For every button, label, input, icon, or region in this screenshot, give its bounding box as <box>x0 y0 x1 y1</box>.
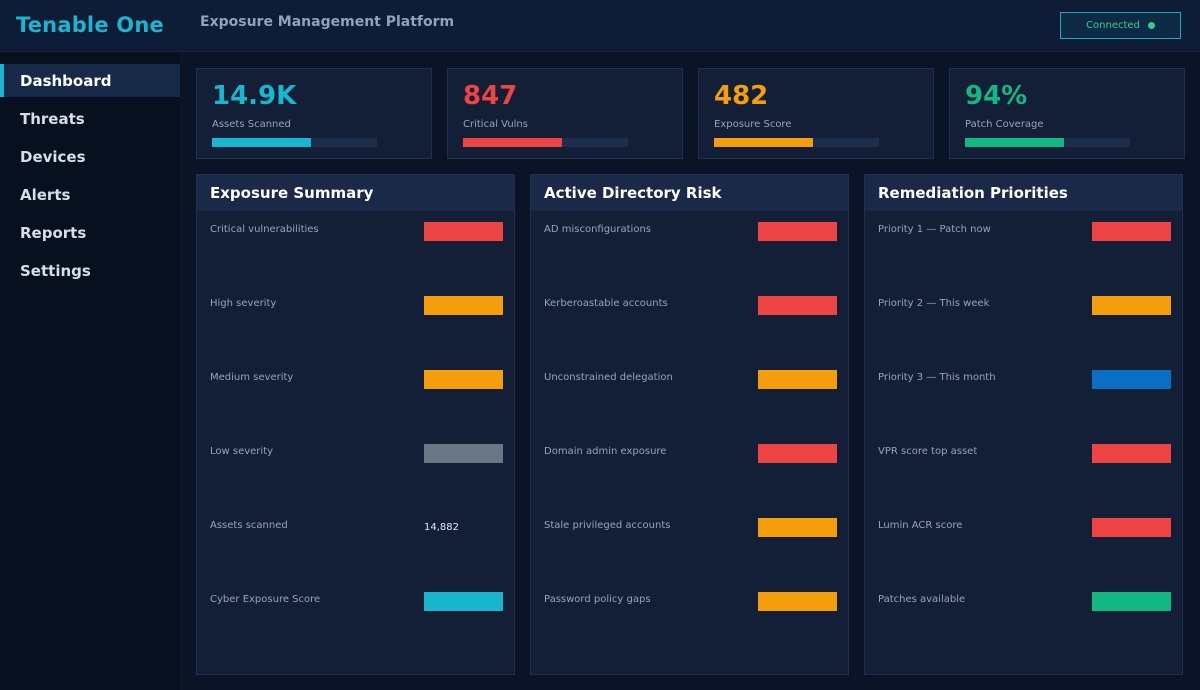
row-label: Priority 2 — This week <box>878 298 990 309</box>
row-label: AD misconfigurations <box>544 224 651 235</box>
panel-remediation-priorities: Remediation Priorities Priority 1 — Patc… <box>864 174 1183 675</box>
top-bar: Tenable One Exposure Management Platform… <box>0 0 1200 52</box>
row-label: Cyber Exposure Score <box>210 594 321 605</box>
kpi-progress-fill <box>463 138 562 147</box>
severity-bar <box>424 296 503 315</box>
row-label: Priority 3 — This month <box>878 372 996 383</box>
kpi-value: 482 <box>714 81 769 111</box>
panel-title: Remediation Priorities <box>865 175 1182 211</box>
severity-bar <box>758 444 837 463</box>
row-label: Medium severity <box>210 372 294 383</box>
platform-title: Exposure Management Platform <box>200 14 455 30</box>
summary-row-medium[interactable]: Medium severity <box>197 370 514 390</box>
row-label: Patches available <box>878 594 966 605</box>
kpi-progress-track <box>965 138 1130 147</box>
severity-bar <box>758 518 837 537</box>
kpi-card-exposure-score[interactable]: 482 Exposure Score <box>698 68 934 159</box>
row-label: Assets scanned <box>210 520 288 531</box>
panel-title: Exposure Summary <box>197 175 514 211</box>
sidebar-item-label: Dashboard <box>20 71 112 90</box>
ad-row-domain-admin[interactable]: Domain admin exposure <box>531 444 848 464</box>
kpi-progress-fill <box>714 138 813 147</box>
status-dot-icon <box>1147 22 1155 29</box>
severity-bar <box>424 592 503 611</box>
row-label: Kerberoastable accounts <box>544 298 668 309</box>
summary-row-high[interactable]: High severity <box>197 296 514 316</box>
kpi-value: 94% <box>965 81 1028 111</box>
panel-title: Active Directory Risk <box>531 175 848 211</box>
kpi-card-patch-coverage[interactable]: 94% Patch Coverage <box>949 68 1185 159</box>
sidebar-item-label: Reports <box>20 223 87 242</box>
kpi-progress-track <box>212 138 377 147</box>
row-label: VPR score top asset <box>878 446 978 457</box>
severity-bar <box>1092 592 1171 611</box>
connection-status-label: Connected <box>1086 20 1140 31</box>
priority-row-lumin[interactable]: Lumin ACR score <box>865 518 1182 538</box>
row-label: Lumin ACR score <box>878 520 963 531</box>
sidebar-item-threats[interactable]: Threats <box>0 102 180 135</box>
summary-row-ces[interactable]: Cyber Exposure Score <box>197 592 514 612</box>
kpi-card-assets-scanned[interactable]: 14.9K Assets Scanned <box>196 68 432 159</box>
summary-row-low[interactable]: Low severity <box>197 444 514 464</box>
row-label: Unconstrained delegation <box>544 372 673 383</box>
kpi-progress-track <box>463 138 628 147</box>
sidebar-item-label: Devices <box>20 147 86 166</box>
kpi-card-critical-vulns[interactable]: 847 Critical Vulns <box>447 68 683 159</box>
row-label: Password policy gaps <box>544 594 651 605</box>
row-label: Domain admin exposure <box>544 446 667 457</box>
severity-bar <box>424 222 503 241</box>
severity-bar <box>758 296 837 315</box>
sidebar-item-devices[interactable]: Devices <box>0 140 180 173</box>
brand-logo-text[interactable]: Tenable One <box>16 13 164 37</box>
priority-row-3[interactable]: Priority 3 — This month <box>865 370 1182 390</box>
row-label: Low severity <box>210 446 274 457</box>
priority-row-1[interactable]: Priority 1 — Patch now <box>865 222 1182 242</box>
kpi-value: 14.9K <box>212 81 297 111</box>
sidebar-item-alerts[interactable]: Alerts <box>0 178 180 211</box>
kpi-label: Assets Scanned <box>212 119 291 130</box>
row-value: 14,882 <box>424 522 459 533</box>
sidebar-item-dashboard[interactable]: Dashboard <box>0 64 180 97</box>
kpi-label: Exposure Score <box>714 119 792 130</box>
kpi-progress-track <box>714 138 879 147</box>
ad-row-kerberoastable[interactable]: Kerberoastable accounts <box>531 296 848 316</box>
priority-row-patches[interactable]: Patches available <box>865 592 1182 612</box>
summary-row-critical[interactable]: Critical vulnerabilities <box>197 222 514 242</box>
summary-row-assets[interactable]: Assets scanned 14,882 <box>197 518 514 538</box>
priority-row-vpr[interactable]: VPR score top asset <box>865 444 1182 464</box>
severity-bar <box>424 370 503 389</box>
ad-row-unconstrained[interactable]: Unconstrained delegation <box>531 370 848 390</box>
row-label: High severity <box>210 298 277 309</box>
kpi-label: Patch Coverage <box>965 119 1044 130</box>
ad-row-password-policy[interactable]: Password policy gaps <box>531 592 848 612</box>
ad-row-misconfigurations[interactable]: AD misconfigurations <box>531 222 848 242</box>
row-label: Stale privileged accounts <box>544 520 671 531</box>
sidebar-item-reports[interactable]: Reports <box>0 216 180 249</box>
kpi-label: Critical Vulns <box>463 119 528 130</box>
sidebar: Dashboard Threats Devices Alerts Reports… <box>0 52 180 690</box>
severity-bar <box>758 592 837 611</box>
severity-bar <box>1092 518 1171 537</box>
severity-bar <box>1092 222 1171 241</box>
kpi-value: 847 <box>463 81 518 111</box>
panel-active-directory-risk: Active Directory Risk AD misconfiguratio… <box>530 174 849 675</box>
severity-bar <box>1092 296 1171 315</box>
kpi-progress-fill <box>965 138 1064 147</box>
severity-bar <box>1092 370 1171 389</box>
kpi-progress-fill <box>212 138 311 147</box>
row-label: Critical vulnerabilities <box>210 224 319 235</box>
sidebar-item-label: Settings <box>20 261 91 280</box>
sidebar-item-label: Alerts <box>20 185 71 204</box>
row-label: Priority 1 — Patch now <box>878 224 991 235</box>
severity-bar <box>424 444 503 463</box>
ad-row-stale-privileged[interactable]: Stale privileged accounts <box>531 518 848 538</box>
priority-row-2[interactable]: Priority 2 — This week <box>865 296 1182 316</box>
sidebar-item-settings[interactable]: Settings <box>0 254 180 287</box>
sidebar-item-label: Threats <box>20 109 85 128</box>
panel-exposure-summary: Exposure Summary Critical vulnerabilitie… <box>196 174 515 675</box>
connection-status-button[interactable]: Connected <box>1060 12 1181 39</box>
severity-bar <box>758 370 837 389</box>
severity-bar <box>758 222 837 241</box>
severity-bar <box>1092 444 1171 463</box>
